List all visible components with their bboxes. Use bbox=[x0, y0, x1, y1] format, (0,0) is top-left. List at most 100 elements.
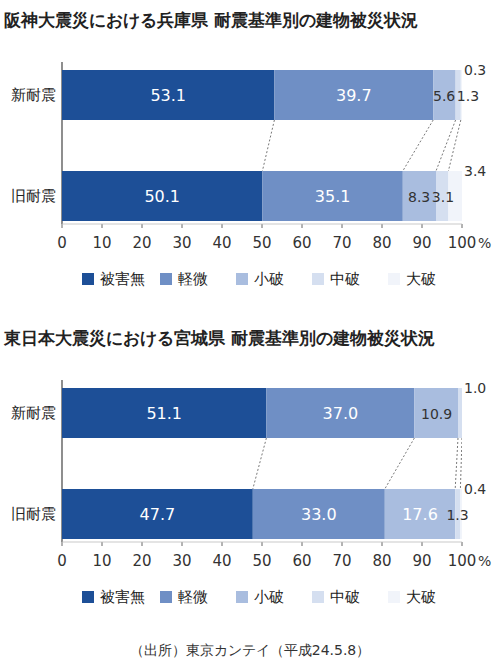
legend-swatch bbox=[160, 273, 172, 285]
bar bbox=[62, 70, 274, 120]
data-label: 10.9 bbox=[421, 406, 452, 422]
tick-label: 30 bbox=[172, 234, 191, 252]
legend-label: 被害無 bbox=[100, 270, 145, 288]
figure: 阪神大震災における兵庫県 耐震基準別の建物被災状況010203040506070… bbox=[0, 0, 500, 662]
tick bbox=[462, 542, 463, 546]
tick-label: 40 bbox=[212, 552, 231, 570]
tick-label: 30 bbox=[172, 552, 191, 570]
tick bbox=[182, 224, 183, 228]
data-label: 0.4 bbox=[464, 481, 486, 497]
data-label: 5.6 bbox=[433, 88, 455, 104]
legend-swatch bbox=[312, 273, 324, 285]
legend-label: 大破 bbox=[406, 270, 436, 288]
bar bbox=[274, 70, 433, 120]
tick-label: 20 bbox=[132, 234, 151, 252]
background bbox=[0, 0, 500, 662]
tick bbox=[342, 224, 343, 228]
legend-swatch bbox=[82, 273, 94, 285]
tick bbox=[182, 542, 183, 546]
tick bbox=[142, 542, 143, 546]
tick bbox=[102, 542, 103, 546]
category-label: 旧耐震 bbox=[11, 505, 56, 523]
tick bbox=[302, 542, 303, 546]
tick-label: 10 bbox=[92, 234, 111, 252]
tick bbox=[222, 542, 223, 546]
category-label: 旧耐震 bbox=[11, 187, 56, 205]
tick bbox=[422, 224, 423, 228]
tick-label: 40 bbox=[212, 234, 231, 252]
data-label: 3.4 bbox=[464, 163, 486, 179]
tick-label: 80 bbox=[372, 234, 391, 252]
legend-label: 被害無 bbox=[100, 588, 145, 606]
bar bbox=[62, 388, 266, 438]
legend-swatch bbox=[312, 591, 324, 603]
connector bbox=[436, 120, 456, 171]
connector bbox=[385, 438, 415, 489]
title: 東日本大震災における宮城県 耐震基準別の建物被災状況 bbox=[3, 329, 435, 348]
tick-label: 10 bbox=[92, 552, 111, 570]
connector bbox=[455, 438, 458, 489]
legend-swatch bbox=[388, 273, 400, 285]
tick-label: 0 bbox=[57, 552, 67, 570]
bar bbox=[414, 388, 458, 438]
tick bbox=[302, 224, 303, 228]
bar bbox=[385, 489, 455, 539]
legend-label: 大破 bbox=[406, 588, 436, 606]
data-label: 1.3 bbox=[457, 88, 479, 104]
data-label: 37.0 bbox=[323, 404, 359, 423]
legend-label: 小破 bbox=[254, 588, 284, 606]
annotation: （出所）東京カンテイ（平成24.5.8） bbox=[130, 642, 371, 658]
tick bbox=[262, 542, 263, 546]
tick bbox=[102, 224, 103, 228]
tick-label: 90 bbox=[412, 234, 431, 252]
tick-label: 20 bbox=[132, 552, 151, 570]
bar bbox=[433, 70, 455, 120]
legend-swatch bbox=[388, 591, 400, 603]
bar bbox=[253, 489, 385, 539]
data-label: 53.1 bbox=[150, 86, 186, 105]
chart: 東日本大震災における宮城県 耐震基準別の建物被災状況01020304050607… bbox=[3, 329, 491, 658]
data-label: 35.1 bbox=[315, 187, 351, 206]
connector bbox=[403, 120, 433, 171]
legend-label: 小破 bbox=[254, 270, 284, 288]
legend-swatch bbox=[82, 591, 94, 603]
tick bbox=[342, 542, 343, 546]
bar bbox=[266, 388, 414, 438]
tick bbox=[62, 224, 63, 228]
tick-label: 100 bbox=[448, 234, 477, 252]
axis-line bbox=[62, 542, 462, 543]
tick bbox=[262, 224, 263, 228]
tick-label: 80 bbox=[372, 552, 391, 570]
tick-label: 60 bbox=[292, 552, 311, 570]
tick-label: 90 bbox=[412, 552, 431, 570]
data-label: 50.1 bbox=[144, 187, 180, 206]
legend-label: 軽微 bbox=[178, 270, 208, 288]
axis-label: % bbox=[478, 235, 491, 251]
legend-swatch bbox=[236, 591, 248, 603]
tick bbox=[142, 224, 143, 228]
data-label: 51.1 bbox=[146, 404, 182, 423]
legend-label: 中破 bbox=[330, 588, 360, 606]
connector bbox=[460, 438, 462, 489]
tick-label: 100 bbox=[448, 552, 477, 570]
legend-swatch bbox=[236, 273, 248, 285]
connector bbox=[262, 120, 274, 171]
data-label: 8.3 bbox=[408, 189, 430, 205]
bar bbox=[458, 388, 462, 438]
category-label: 新耐震 bbox=[11, 404, 56, 422]
data-label: 47.7 bbox=[140, 505, 176, 524]
data-label: 33.0 bbox=[301, 505, 337, 524]
legend-swatch bbox=[160, 591, 172, 603]
tick bbox=[222, 224, 223, 228]
axis-label: % bbox=[478, 553, 491, 569]
tick-label: 50 bbox=[252, 552, 271, 570]
tick-label: 0 bbox=[57, 234, 67, 252]
chart: 阪神大震災における兵庫県 耐震基準別の建物被災状況010203040506070… bbox=[4, 11, 491, 288]
tick bbox=[382, 542, 383, 546]
bars bbox=[62, 388, 462, 539]
data-label: 1.0 bbox=[464, 380, 486, 396]
data-label: 17.6 bbox=[402, 505, 438, 524]
connector bbox=[448, 120, 460, 171]
tick-label: 50 bbox=[252, 234, 271, 252]
data-labels: 51.137.010.91.047.733.017.61.30.4 bbox=[140, 380, 487, 524]
